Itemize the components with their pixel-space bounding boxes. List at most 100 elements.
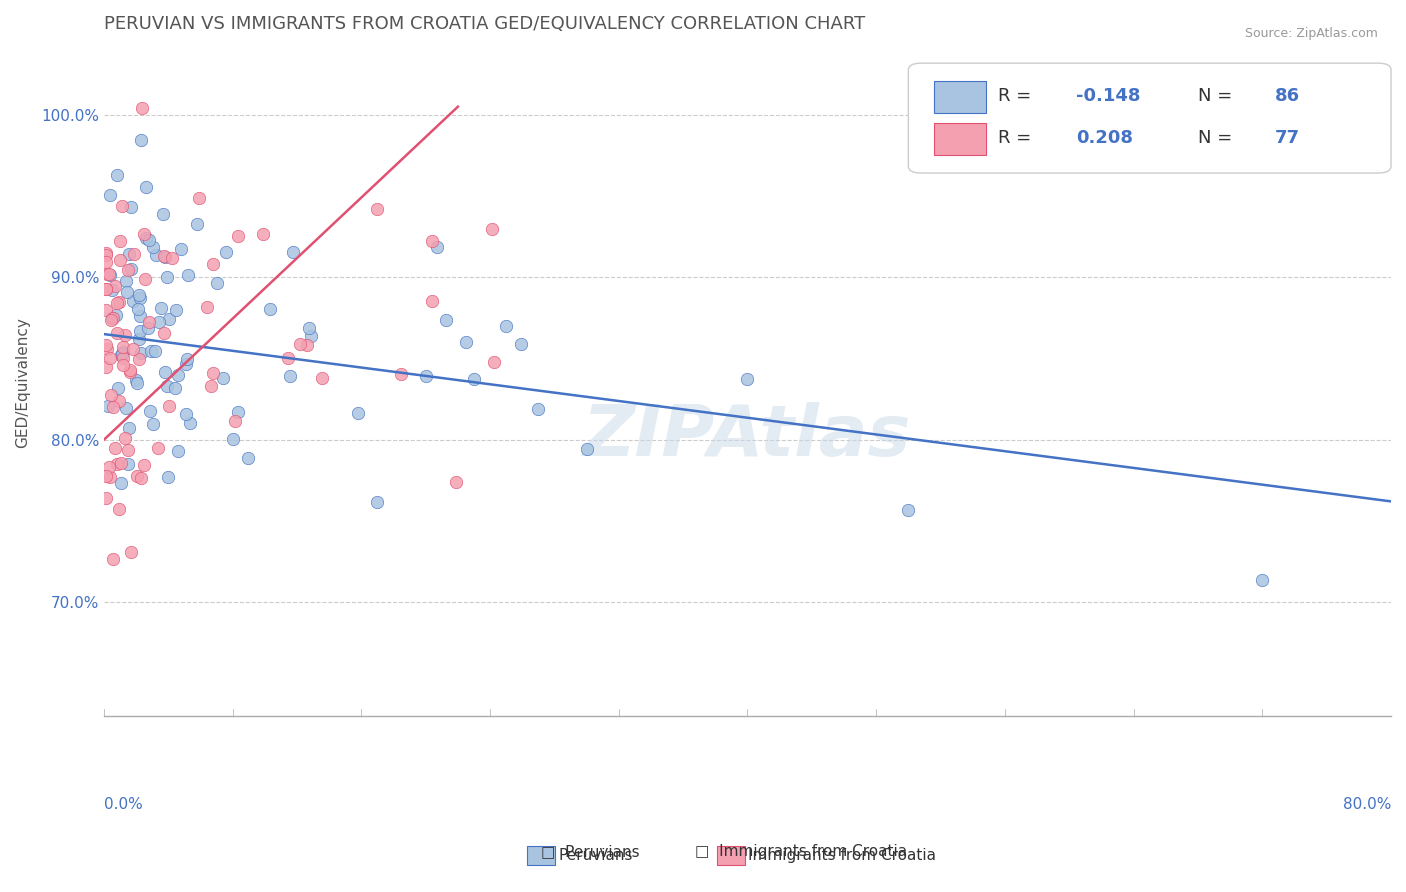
Point <box>156 269 179 284</box>
Point <box>105 326 128 340</box>
Point <box>128 352 150 367</box>
Point <box>114 431 136 445</box>
Point <box>103 552 125 566</box>
Point <box>278 368 301 383</box>
Point <box>420 294 443 309</box>
Point <box>138 233 160 247</box>
Point <box>125 376 148 390</box>
Point <box>236 450 259 465</box>
Point <box>298 321 321 335</box>
Text: PERUVIAN VS IMMIGRANTS FROM CROATIA GED/EQUIVALENCY CORRELATION CHART: PERUVIAN VS IMMIGRANTS FROM CROATIA GED/… <box>104 15 865 33</box>
Point <box>167 443 190 458</box>
Point <box>111 346 134 360</box>
Point <box>134 272 156 286</box>
Point <box>117 442 139 457</box>
Point <box>108 394 131 409</box>
Point <box>226 228 249 243</box>
Point <box>165 302 187 317</box>
Point <box>128 287 150 301</box>
Point <box>97 399 120 413</box>
Point <box>1251 573 1274 587</box>
Text: 77: 77 <box>1275 129 1301 147</box>
Point <box>110 475 132 490</box>
Point <box>136 321 159 335</box>
Point <box>366 494 388 508</box>
Point <box>157 400 180 414</box>
Point <box>186 217 208 231</box>
Point <box>415 369 437 384</box>
Point <box>389 368 412 382</box>
Point <box>179 417 201 431</box>
Point <box>108 501 131 516</box>
Point <box>177 268 200 283</box>
Point <box>96 268 118 282</box>
Point <box>118 421 141 435</box>
Point <box>122 294 145 309</box>
Y-axis label: GED/Equivalency: GED/Equivalency <box>15 318 30 449</box>
Point <box>108 252 131 267</box>
Point <box>201 257 224 271</box>
Point <box>160 251 183 265</box>
Point <box>101 310 124 325</box>
Point <box>122 342 145 356</box>
Point <box>366 202 388 216</box>
Point <box>157 470 180 484</box>
Point <box>277 351 299 365</box>
Point <box>195 300 218 314</box>
Text: □  Immigrants from Croatia: □ Immigrants from Croatia <box>696 845 907 859</box>
Point <box>107 380 129 394</box>
Point <box>153 326 176 340</box>
Point <box>105 168 128 182</box>
Point <box>117 263 139 277</box>
Point <box>139 404 162 418</box>
Text: R =: R = <box>998 129 1038 147</box>
Point <box>143 343 166 358</box>
Point <box>153 249 176 263</box>
Point <box>111 340 134 354</box>
Point <box>215 245 238 260</box>
Point <box>129 345 152 359</box>
Point <box>202 366 225 380</box>
Point <box>118 365 141 379</box>
Point <box>132 458 155 473</box>
Point <box>117 458 139 472</box>
Point <box>135 180 157 194</box>
Point <box>108 294 131 309</box>
Point <box>132 227 155 242</box>
Point <box>98 470 121 484</box>
Point <box>94 248 117 262</box>
Point <box>737 372 759 386</box>
Point <box>436 313 458 327</box>
Point <box>290 336 312 351</box>
Point <box>94 282 117 296</box>
Point <box>148 315 170 329</box>
Point <box>153 250 176 264</box>
Text: Immigrants from Croatia: Immigrants from Croatia <box>748 848 936 863</box>
Point <box>127 301 149 316</box>
Text: 0.0%: 0.0% <box>104 797 143 812</box>
Point <box>98 267 121 281</box>
Point <box>115 274 138 288</box>
Bar <box>934 123 986 155</box>
Point <box>224 414 246 428</box>
Point <box>456 334 478 349</box>
Point <box>97 460 120 475</box>
Point <box>259 302 281 317</box>
Point <box>128 332 150 346</box>
Point <box>482 355 505 369</box>
Point <box>114 401 136 416</box>
Point <box>156 379 179 393</box>
Point <box>188 191 211 205</box>
Text: N =: N = <box>1198 87 1237 105</box>
Point <box>94 282 117 296</box>
Point <box>174 357 197 371</box>
Point <box>94 246 117 260</box>
Text: -0.148: -0.148 <box>1076 87 1140 105</box>
Point <box>299 329 322 343</box>
Point <box>295 338 318 352</box>
Point <box>165 381 187 395</box>
Point <box>128 292 150 306</box>
FancyBboxPatch shape <box>908 63 1391 173</box>
Point <box>125 468 148 483</box>
Point <box>111 358 134 372</box>
